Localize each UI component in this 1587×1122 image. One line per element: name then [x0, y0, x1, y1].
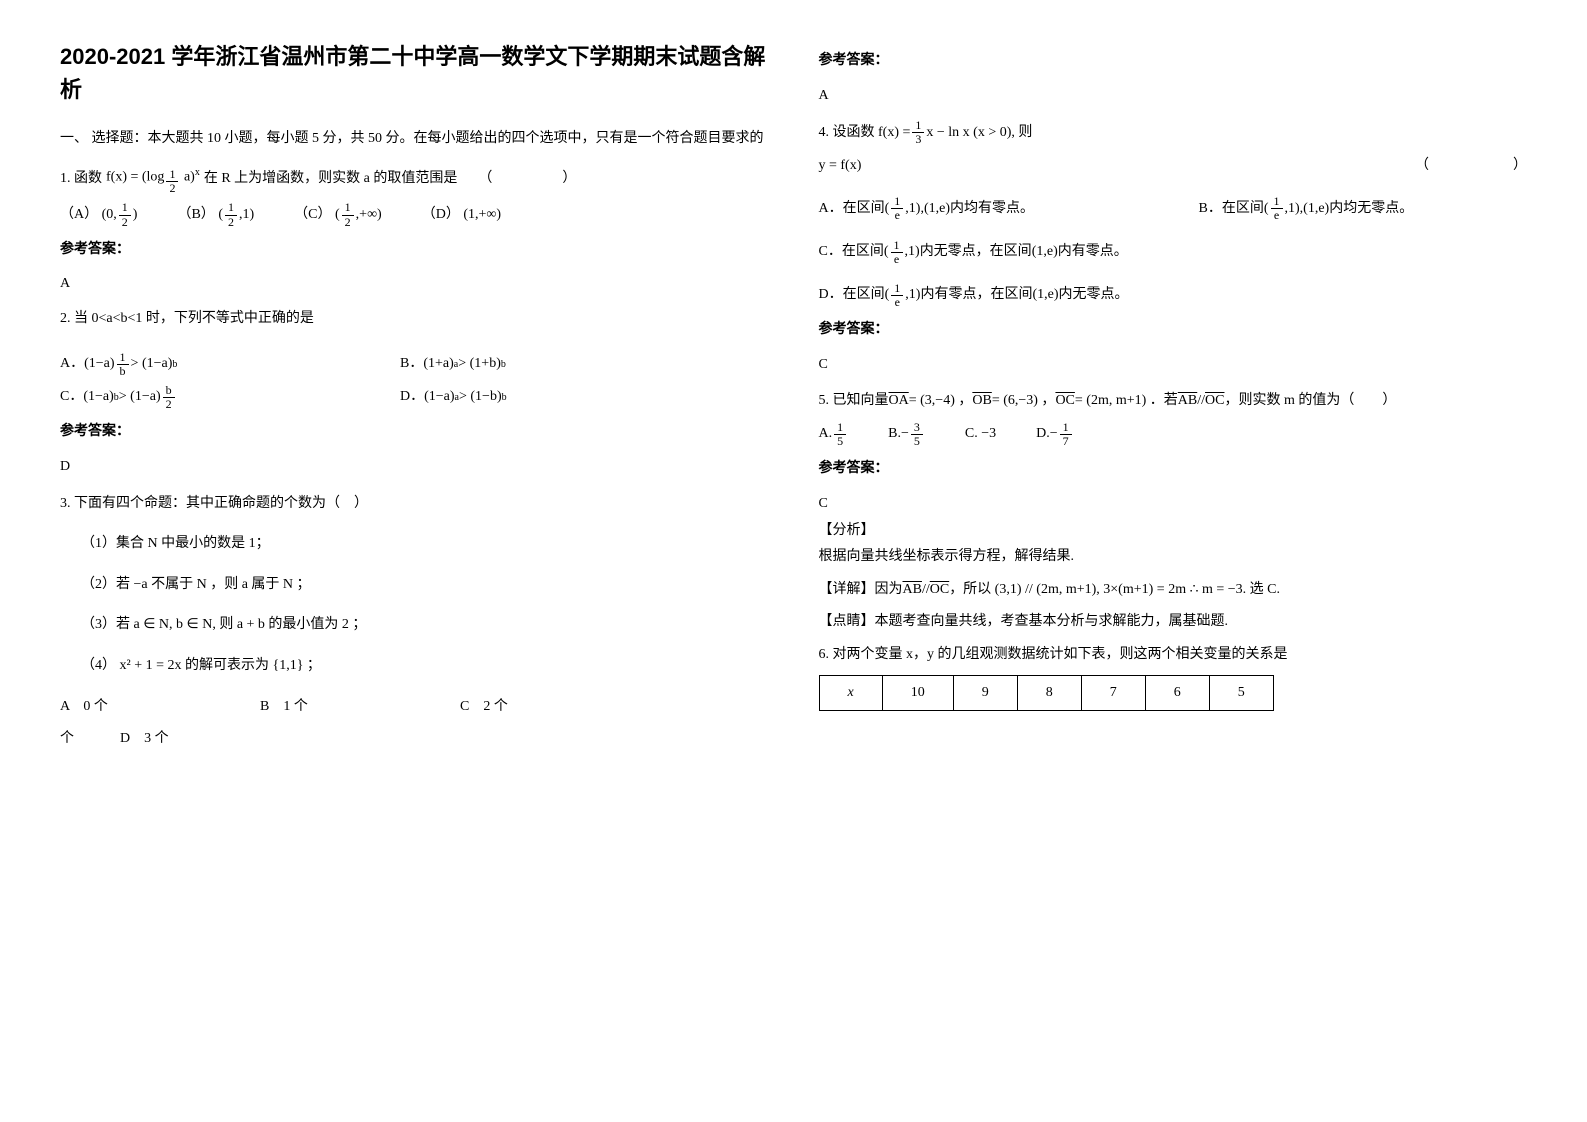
answer-label: 参考答案：: [60, 237, 769, 264]
q2-opt-a: A．(1−a)1b > (1−a)b: [60, 351, 360, 378]
q3-opt-a: A 0 个: [60, 694, 260, 721]
q5-opt-c: C. −3: [965, 421, 996, 448]
q4-opt-c: C．在区间 (1e,1) 内无零点，在区间 (1,e) 内有零点。: [819, 239, 1528, 266]
q4-opt-d: D．在区间 (1e,1) 内有零点，在区间 (1,e) 内无零点。: [819, 282, 1528, 309]
q2-opt-b: B．(1+a)a > (1+b)b: [400, 351, 506, 378]
q3-p1: （1）集合 N 中最小的数是 1；: [81, 531, 769, 558]
q3-p4: （4） x² + 1 = 2x 的解可表示为 {1,1} ；: [81, 653, 769, 680]
q1-opt-a: （A） (0,12): [60, 201, 137, 228]
q3-opt-b: B 1 个: [260, 694, 460, 721]
table-cell: 6: [1145, 675, 1209, 711]
table-cell: 8: [1017, 675, 1081, 711]
table-cell: 7: [1081, 675, 1145, 711]
q5-analysis: 根据向量共线坐标表示得方程，解得结果.: [819, 544, 1528, 571]
table-cell: 9: [953, 675, 1017, 711]
answer-label-2: 参考答案：: [60, 419, 769, 446]
q5-stem: 5. 已知向量 OA = (3,−4) ，OB = (6,−3) ，OC = (…: [819, 388, 1528, 415]
q5-opt-b: B. −35: [888, 421, 925, 448]
page-title: 2020-2021 学年浙江省温州市第二十中学高一数学文下学期期末试题含解析: [60, 40, 769, 106]
q3-answer: A: [819, 83, 1528, 110]
answer-label-5: 参考答案：: [819, 456, 1528, 483]
q5-opt-d: D. −17: [1036, 421, 1074, 448]
q2-opt-d: D．(1−a)a > (1−b)b: [400, 384, 507, 411]
q4-answer: C: [819, 352, 1528, 379]
q2-answer: D: [60, 454, 769, 481]
q4-opt-a: A．在区间 (1e,1),(1,e) 内均有零点。: [819, 195, 1159, 222]
q4-y: y = f(x): [819, 153, 862, 180]
q1-answer: A: [60, 271, 769, 298]
table-header-x: x: [819, 675, 882, 711]
q4-paren: （ ）: [1415, 153, 1527, 180]
q2-stem: 2. 当 0<a<b<1 时，下列不等式中正确的是: [60, 306, 769, 333]
q3-p3: （3）若 a ∈ N, b ∈ N, 则 a + b 的最小值为 2 ；: [81, 612, 769, 639]
section-1-heading: 一、 选择题：本大题共 10 小题，每小题 5 分，共 50 分。在每小题给出的…: [60, 126, 769, 153]
answer-label-4: 参考答案：: [819, 317, 1528, 344]
q1-stem: 1. 函数 f(x) = (log12 a)x 在 R 上为增函数，则实数 a …: [60, 163, 769, 196]
q6-table: x 10 9 8 7 6 5: [819, 675, 1274, 712]
q3-p2: （2）若 −a 不属于 N ，则 a 属于 N ；: [81, 572, 769, 599]
table-cell: 10: [882, 675, 953, 711]
q5-detail: 【详解】因为 AB // OC ，所以 (3,1) // (2m, m+1), …: [819, 577, 1528, 604]
q1-opt-b: （B） (12,1): [177, 201, 254, 228]
q1-opt-c: （C） (12,+∞): [294, 201, 382, 228]
q5-opt-a: A. 15: [819, 421, 849, 448]
q3-opt-c: C 2 个: [460, 694, 508, 721]
answer-label-3: 参考答案：: [819, 48, 1528, 75]
q1-pre: 1. 函数: [60, 166, 102, 193]
table-cell: 5: [1209, 675, 1273, 711]
q1-opt-d: （D） (1,+∞): [422, 202, 501, 229]
q5-analysis-h: 【分析】: [819, 518, 1528, 545]
q3-stem: 3. 下面有四个命题：其中正确命题的个数为（ ）: [60, 491, 769, 518]
q6-stem: 6. 对两个变量 x，y 的几组观测数据统计如下表，则这两个相关变量的关系是: [819, 642, 1528, 669]
q4-opt-b: B．在区间 (1e,1),(1,e) 内均无零点。: [1199, 195, 1414, 222]
q3-opt-d: D 3 个: [120, 726, 169, 753]
q1-mid: 在 R 上为增函数，则实数 a 的取值范围是 （ ）: [204, 166, 577, 193]
q2-opt-c: C．(1−a)b > (1−a)b2: [60, 384, 360, 411]
q4-stem: 4. 设函数 f(x) = 13x − ln x (x > 0), 则: [819, 119, 1528, 146]
q5-comment: 【点睛】本题考查向量共线，考查基本分析与求解能力，属基础题.: [819, 609, 1528, 636]
q5-answer: C: [819, 491, 1528, 518]
